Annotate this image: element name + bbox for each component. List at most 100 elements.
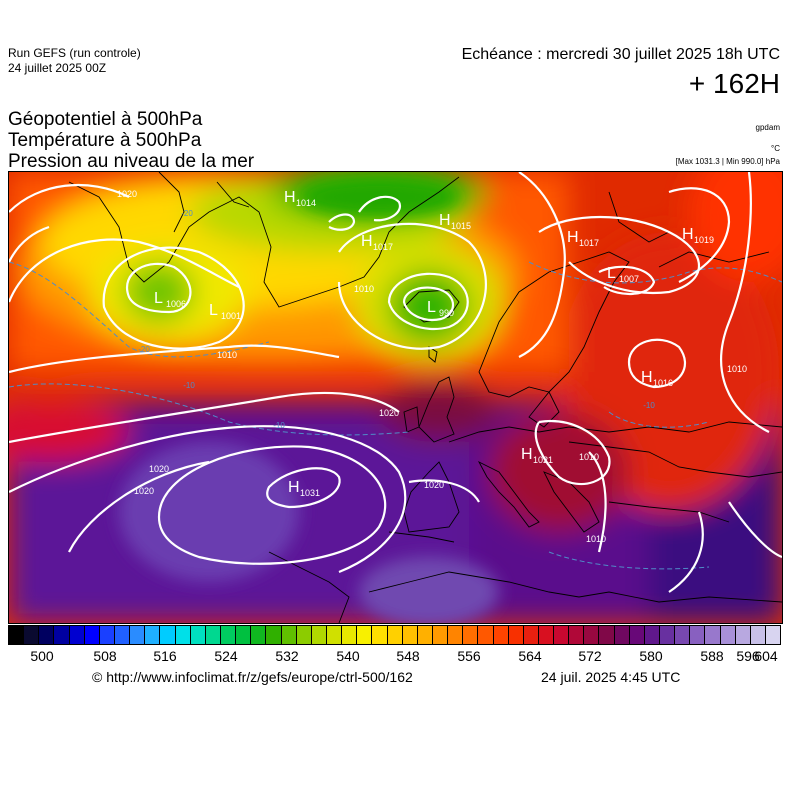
- colorbar-swatch: [735, 626, 751, 644]
- pressure-center-value: 1016: [653, 378, 673, 388]
- temperature-labels: -20 -20 -10 -10 -10: [138, 209, 655, 430]
- temperature-label: -10: [183, 381, 195, 390]
- colorbar-swatch: [69, 626, 85, 644]
- colorbar-swatch: [523, 626, 539, 644]
- colorbar-swatch: [448, 626, 464, 644]
- colorbar-swatch: [326, 626, 343, 644]
- colorbar-swatch: [554, 626, 570, 644]
- colorbar-swatch: [538, 626, 555, 644]
- pressure-center-value: 1007: [619, 274, 639, 284]
- colorbar-swatch: [296, 626, 312, 644]
- temperature-label: -10: [643, 401, 655, 410]
- colorbar-tick: 540: [336, 648, 360, 664]
- colorbar-swatch: [569, 626, 585, 644]
- colorbar-swatch: [311, 626, 327, 644]
- pressure-center-value: 1015: [451, 221, 471, 231]
- pressure-center-type: H: [521, 446, 533, 463]
- colorbar-tick: 596: [736, 648, 760, 664]
- colorbar: [8, 625, 781, 645]
- colorbar-swatch: [39, 626, 55, 644]
- colorbar-tick: 500: [30, 648, 54, 664]
- pressure-center-type: H: [682, 226, 694, 243]
- isobars: [9, 172, 782, 593]
- colorbar-swatch: [750, 626, 767, 644]
- run-date: 24 juillet 2025 00Z: [8, 61, 107, 75]
- colorbar-swatch: [342, 626, 358, 644]
- pressure-center-value: 1006: [166, 299, 186, 309]
- colorbar-tick: 508: [93, 648, 117, 664]
- pressure-center-value: 990: [439, 308, 454, 318]
- isobar-label: 1020: [424, 480, 444, 490]
- colorbar-swatch: [175, 626, 191, 644]
- colorbar-swatch: [463, 626, 479, 644]
- pressure-center-type: H: [567, 229, 579, 246]
- colorbar-swatch: [114, 626, 131, 644]
- colorbar-tick: 572: [578, 648, 602, 664]
- source-link[interactable]: © http://www.infoclimat.fr/z/gefs/europe…: [92, 669, 413, 685]
- colorbar-tick: 564: [518, 648, 542, 664]
- pressure-center-value: 1017: [373, 242, 393, 252]
- weather-map[interactable]: 1020 1010 1010 1020 1020 1020 1010 1010 …: [8, 171, 783, 624]
- map-svg: 1020 1010 1010 1020 1020 1020 1010 1010 …: [9, 172, 782, 623]
- colorbar-tick: 524: [214, 648, 238, 664]
- pressure-center-type: H: [439, 212, 451, 229]
- colorbar-swatch: [281, 626, 297, 644]
- colorbar-swatch: [478, 626, 494, 644]
- colorbar-swatch: [629, 626, 645, 644]
- colorbar-swatch: [266, 626, 282, 644]
- pressure-center-type: H: [284, 189, 296, 206]
- pressure-center-value: 1019: [694, 235, 714, 245]
- colorbar-swatch: [387, 626, 403, 644]
- great-britain-outline: [418, 376, 455, 443]
- temperature-label: -20: [181, 209, 193, 218]
- faroe-outline: [428, 346, 438, 363]
- temperature-label: -20: [138, 345, 150, 354]
- isobar-label: 1010: [579, 452, 599, 462]
- colorbar-swatch: [720, 626, 736, 644]
- isobar-label: 1020: [149, 464, 169, 474]
- pressure-center-value: 1001: [221, 311, 241, 321]
- colorbar-swatch: [644, 626, 661, 644]
- coastlines: [68, 172, 782, 623]
- colorbar-swatch: [402, 626, 418, 644]
- pressure-center-value: 1014: [296, 198, 316, 208]
- ireland-outline: [403, 406, 420, 433]
- generation-time: 24 juil. 2025 4:45 UTC: [541, 669, 681, 685]
- colorbar-swatch: [145, 626, 161, 644]
- pressure-centers: H 1014 H 1017 H 1015 H 1017 H 1019 L 100…: [154, 189, 714, 498]
- pressure-center-type: H: [641, 369, 653, 386]
- balkans-outline: [543, 471, 600, 533]
- colorbar-tick: 580: [639, 648, 663, 664]
- isobar-label: 1020: [379, 408, 399, 418]
- colorbar-tick: 532: [275, 648, 299, 664]
- pressure-center-type: L: [607, 265, 616, 282]
- isotherms: [9, 261, 782, 570]
- unit-temperature: °C: [771, 144, 780, 153]
- isobar-labels: 1020 1010 1010 1020 1020 1020 1010 1010 …: [117, 189, 747, 544]
- colorbar-swatch: [357, 626, 373, 644]
- pressure-center-value: 1017: [579, 238, 599, 248]
- colorbar-swatch: [372, 626, 388, 644]
- colorbar-swatch: [614, 626, 630, 644]
- isobar-label: 1010: [727, 364, 747, 374]
- colorbar-swatch: [660, 626, 676, 644]
- pressure-center-value: 1021: [533, 455, 553, 465]
- colorbar-tick: 588: [700, 648, 724, 664]
- field-title-geopotential: Géopotentiel à 500hPa: [8, 109, 203, 130]
- run-title: Run GEFS (run controle): [8, 46, 141, 60]
- iceland-outline: [403, 289, 460, 323]
- isobar-label: 1020: [134, 486, 154, 496]
- field-title-pressure: Pression au niveau de la mer: [8, 151, 255, 172]
- pressure-minmax: [Max 1031.3 | Min 990.0] hPa: [675, 157, 780, 166]
- colorbar-swatch: [54, 626, 70, 644]
- colorbar-swatch: [190, 626, 206, 644]
- temperature-label: -10: [273, 421, 285, 430]
- colorbar-swatch: [493, 626, 509, 644]
- colorbar-swatch: [766, 626, 781, 644]
- colorbar-swatch: [584, 626, 600, 644]
- pressure-center-type: L: [209, 302, 218, 319]
- colorbar-swatch: [160, 626, 176, 644]
- field-title-temperature: Température à 500hPa: [8, 130, 202, 151]
- unit-geopotential: gpdam: [755, 123, 780, 132]
- colorbar-swatch: [417, 626, 433, 644]
